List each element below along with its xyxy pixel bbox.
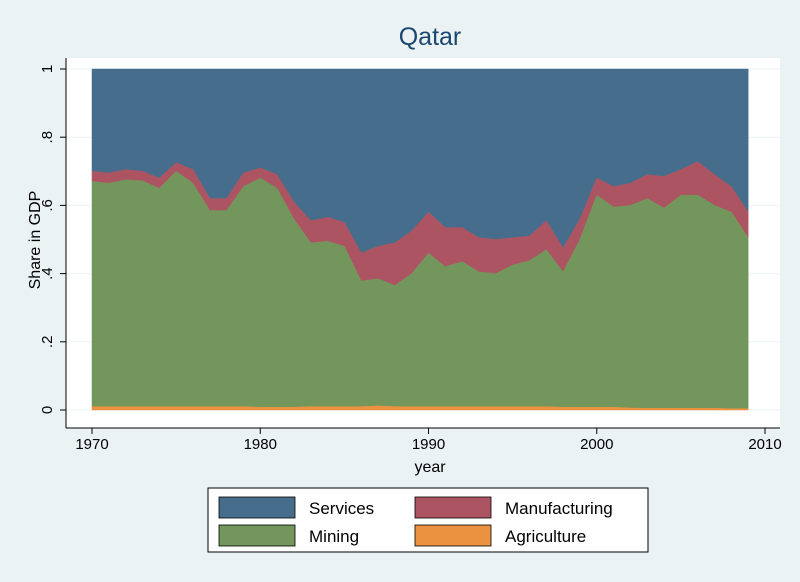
legend: Services Manufacturing Mining Agriculture xyxy=(207,487,649,553)
axes: 0 .2 .4 .6 .8 1 1970 1980 1990 2000 2010 xyxy=(39,58,782,453)
x-axis-label: year xyxy=(414,459,446,476)
legend-swatch-agriculture xyxy=(414,524,492,547)
x-tick-label-3: 2000 xyxy=(580,436,613,453)
x-tick-label-0: 1970 xyxy=(75,436,108,453)
y-tick-label-4: .8 xyxy=(39,131,56,144)
legend-swatch-services xyxy=(218,496,296,519)
y-tick-label-1: .2 xyxy=(39,336,56,349)
x-tick-label-4: 2010 xyxy=(748,436,781,453)
y-tick-label-5: 1 xyxy=(39,65,56,73)
legend-label-mining: Mining xyxy=(309,527,359,546)
y-tick-label-2: .4 xyxy=(39,267,56,280)
area-agriculture xyxy=(91,405,749,411)
legend-swatch-manufacturing xyxy=(414,496,492,519)
legend-label-agriculture: Agriculture xyxy=(505,527,586,546)
chart-title: Qatar xyxy=(399,23,462,51)
x-tick-label-2: 1990 xyxy=(412,436,445,453)
legend-label-manufacturing: Manufacturing xyxy=(505,499,613,518)
y-tick-label-3: .6 xyxy=(39,199,56,212)
legend-label-services: Services xyxy=(309,499,374,518)
x-tick-label-1: 1980 xyxy=(244,436,277,453)
y-tick-label-0: 0 xyxy=(39,406,56,414)
y-axis-label: Share in GDP xyxy=(27,191,44,290)
stacked-areas xyxy=(91,68,749,411)
legend-swatch-mining xyxy=(218,524,296,547)
